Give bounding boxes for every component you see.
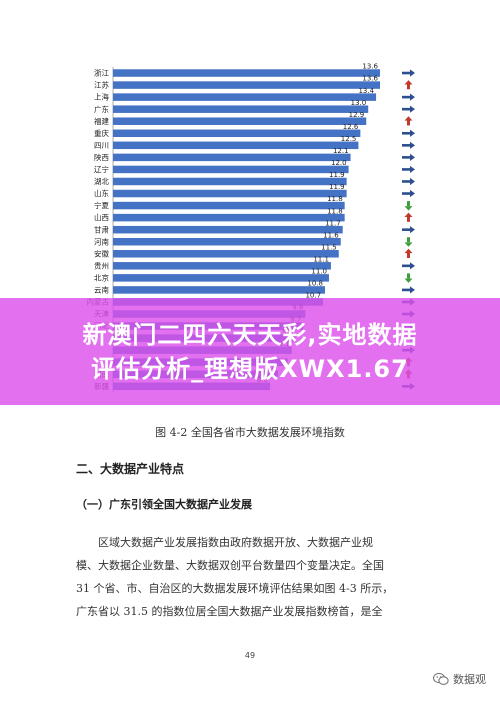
category-label: 北京 [94, 272, 109, 282]
category-label: 陕西 [94, 152, 109, 162]
trend-arrow-up-icon [404, 116, 413, 126]
watermark-text: 数据观 [453, 673, 486, 686]
value-label: 13.6 [362, 75, 378, 83]
category-label: 河南 [94, 236, 109, 246]
bar [113, 189, 347, 198]
bar [113, 129, 361, 138]
bar [113, 93, 377, 101]
trend-arrow-right-icon [402, 69, 415, 77]
page-number: 49 [244, 651, 256, 660]
value-label: 11.5 [321, 243, 337, 251]
bar [113, 177, 347, 186]
subsection-heading: （一）广东引领全国大数据产业发展 [76, 498, 252, 511]
value-label: 12.6 [343, 123, 359, 131]
body-line: 广东省以 31.5 的指数位居全国大数据产业发展指数榜首，是全 [76, 605, 383, 618]
value-label: 11.9 [329, 171, 345, 179]
body-paragraph: 区域大数据产业发展指数由政府数据开放、大数据产业规 模、大数据企业数量、大数据双… [76, 531, 428, 623]
category-label: 贵州 [94, 260, 109, 270]
body-line: 31 个省、市、自治区的大数据发展环境评估结果如图 4-3 所示， [76, 582, 394, 595]
trend-arrow-right-icon [402, 226, 415, 234]
trend-arrow-right-icon [402, 129, 415, 137]
category-label: 湖北 [94, 177, 109, 186]
category-label: 福建 [94, 116, 109, 126]
bar [113, 213, 345, 222]
category-label: 重庆 [94, 128, 109, 138]
bar [113, 250, 339, 258]
bar [113, 69, 380, 77]
bar [113, 141, 359, 150]
value-label: 11.0 [311, 268, 327, 276]
trend-arrow-right-icon [402, 177, 415, 186]
trend-arrow-right-icon [402, 165, 415, 174]
banner-line-1: 新澳门二四六天天彩,实地数据 [82, 320, 418, 349]
value-label: 11.6 [323, 231, 339, 239]
category-label: 安徽 [94, 248, 109, 258]
value-label: 13.4 [358, 87, 374, 95]
trend-arrow-up-icon [404, 80, 413, 90]
bar [113, 286, 326, 294]
body-line: 模、大数据企业数量、大数据双创平台数量四个变量决定。全国 [76, 559, 384, 572]
section-heading: 二、大数据产业特点 [76, 462, 185, 476]
bar [113, 165, 349, 174]
category-label: 山西 [94, 212, 109, 222]
bar [113, 274, 329, 282]
category-label: 四川 [94, 141, 109, 150]
body-line: 区域大数据产业发展指数由政府数据开放、大数据产业规 [98, 536, 373, 549]
bar [113, 237, 341, 246]
trend-arrow-down-icon [404, 201, 413, 211]
trend-arrow-right-icon [402, 286, 415, 294]
value-label: 10.7 [305, 292, 321, 300]
value-label: 12.5 [341, 135, 357, 143]
trend-arrow-up-icon [404, 248, 413, 258]
banner-line-2: 评估分析_理想版XWX1.67 [91, 354, 409, 383]
source-watermark: 数据观 [433, 671, 486, 687]
value-label: 12.0 [331, 159, 347, 167]
bar [113, 201, 345, 210]
trend-arrow-right-icon [402, 93, 415, 101]
bar [113, 262, 331, 270]
bar [113, 117, 367, 125]
bar [113, 225, 343, 234]
category-label: 山东 [94, 188, 109, 198]
trend-arrow-right-icon [402, 153, 415, 161]
value-label: 11.1 [313, 255, 329, 263]
bar [113, 81, 380, 89]
value-label: 11.9 [329, 183, 345, 191]
value-label: 13.6 [362, 63, 378, 71]
value-label: 12.9 [349, 111, 365, 119]
trend-arrow-right-icon [402, 189, 415, 198]
value-label: 12.1 [333, 147, 349, 155]
promo-banner: 新澳门二四六天天彩,实地数据 评估分析_理想版XWX1.67 [0, 298, 500, 405]
category-label: 甘肃 [94, 224, 109, 234]
category-label: 云南 [94, 285, 109, 295]
trend-arrow-down-icon [404, 273, 413, 283]
value-label: 10.8 [307, 280, 323, 288]
category-label: 上海 [94, 92, 109, 102]
figure-caption: 图 4-2 全国各省市大数据发展环境指数 [155, 426, 345, 439]
value-label: 11.8 [327, 195, 343, 203]
category-label: 广东 [94, 104, 109, 114]
category-label: 浙江 [94, 68, 109, 78]
value-label: 11.8 [327, 207, 343, 215]
category-label: 辽宁 [94, 164, 109, 174]
wechat-icon [433, 672, 449, 685]
trend-arrow-right-icon [402, 141, 415, 149]
trend-arrow-down-icon [404, 237, 413, 247]
bar [113, 153, 351, 162]
trend-arrow-right-icon [402, 262, 415, 270]
value-label: 13.0 [351, 99, 367, 107]
trend-arrow-right-icon [402, 105, 415, 113]
category-label: 江苏 [94, 80, 109, 90]
value-label: 11.7 [325, 219, 341, 227]
bar [113, 105, 369, 113]
trend-arrow-up-icon [404, 212, 413, 222]
category-label: 宁夏 [94, 200, 109, 210]
